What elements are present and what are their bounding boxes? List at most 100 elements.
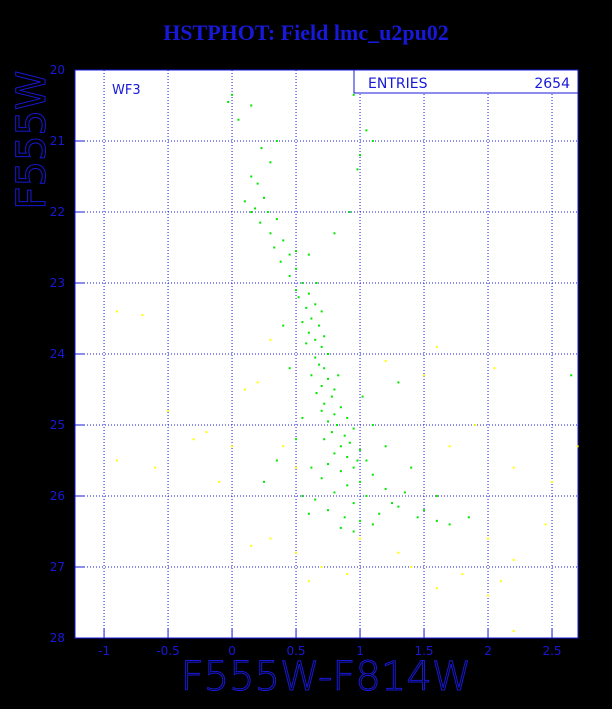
point: [269, 161, 272, 164]
point: [397, 505, 400, 508]
point: [403, 491, 406, 494]
point: [448, 445, 451, 448]
point: [448, 523, 451, 526]
point: [384, 360, 387, 363]
y-tick-label: 21: [50, 134, 65, 148]
x-tick-label: 2: [484, 644, 492, 658]
point: [365, 495, 368, 497]
point: [435, 587, 438, 590]
point: [314, 338, 317, 341]
point: [512, 629, 515, 632]
point: [282, 445, 285, 448]
point: [327, 463, 330, 466]
point: [337, 374, 340, 377]
point: [318, 324, 321, 327]
point: [359, 480, 362, 483]
point: [192, 438, 195, 441]
point: [315, 282, 318, 284]
point: [250, 175, 253, 178]
point: [371, 140, 374, 142]
point: [310, 317, 313, 320]
point: [335, 424, 338, 426]
y-tick-label: 23: [50, 276, 65, 290]
point: [320, 310, 323, 313]
point: [474, 424, 477, 426]
point: [167, 409, 170, 412]
point: [282, 239, 285, 242]
stats-label: ENTRIES: [368, 76, 428, 92]
point: [307, 253, 310, 256]
point: [307, 580, 310, 583]
point: [352, 530, 355, 533]
y-tick-label: 28: [50, 631, 65, 645]
point: [273, 246, 276, 249]
point: [397, 551, 400, 554]
point: [301, 416, 304, 419]
point: [310, 466, 313, 469]
point: [295, 551, 298, 554]
plot-area: [74, 69, 579, 639]
point: [310, 374, 313, 377]
point: [256, 381, 259, 384]
point: [288, 253, 291, 256]
point: [435, 345, 438, 348]
point: [346, 484, 349, 487]
y-tick-label: 20: [50, 63, 65, 77]
point: [467, 516, 470, 519]
point: [250, 211, 253, 213]
point: [154, 466, 157, 469]
point: [295, 289, 298, 292]
point: [339, 470, 342, 473]
point: [115, 459, 118, 462]
point: [307, 292, 310, 295]
point: [384, 445, 387, 448]
point: [356, 168, 359, 171]
point: [269, 537, 272, 540]
point: [352, 427, 355, 430]
point: [346, 416, 349, 419]
point: [346, 455, 349, 458]
point: [343, 516, 346, 519]
point: [297, 296, 300, 299]
x-tick-label: 2.5: [542, 644, 561, 658]
point: [343, 434, 346, 437]
point: [361, 395, 364, 398]
point: [282, 324, 285, 327]
point: [352, 93, 355, 96]
point: [391, 502, 394, 505]
point: [295, 267, 298, 270]
point: [323, 402, 326, 405]
point: [493, 367, 496, 370]
point: [263, 480, 266, 483]
point: [371, 424, 374, 426]
point: [423, 374, 426, 377]
point: [227, 100, 230, 103]
point: [205, 431, 208, 434]
point: [371, 523, 374, 526]
point: [423, 509, 426, 512]
point: [279, 260, 282, 263]
point: [307, 331, 310, 334]
point: [544, 523, 547, 526]
point: [254, 207, 257, 210]
point: [359, 537, 362, 540]
point: [327, 377, 330, 380]
point: [339, 445, 342, 448]
point: [307, 512, 310, 515]
stats-box: [353, 69, 579, 94]
point: [288, 367, 291, 370]
y-axis-label: F555W: [9, 71, 55, 210]
point: [314, 356, 317, 359]
point: [348, 211, 351, 213]
stats-value: 2654: [534, 76, 570, 92]
point: [275, 140, 278, 142]
point: [320, 384, 323, 387]
x-axis-label: F555W-F814W: [181, 654, 472, 700]
point: [320, 409, 323, 412]
point: [359, 154, 362, 157]
point: [314, 498, 317, 501]
point: [305, 342, 308, 345]
point: [231, 93, 234, 96]
point: [269, 338, 272, 341]
point: [275, 459, 278, 462]
